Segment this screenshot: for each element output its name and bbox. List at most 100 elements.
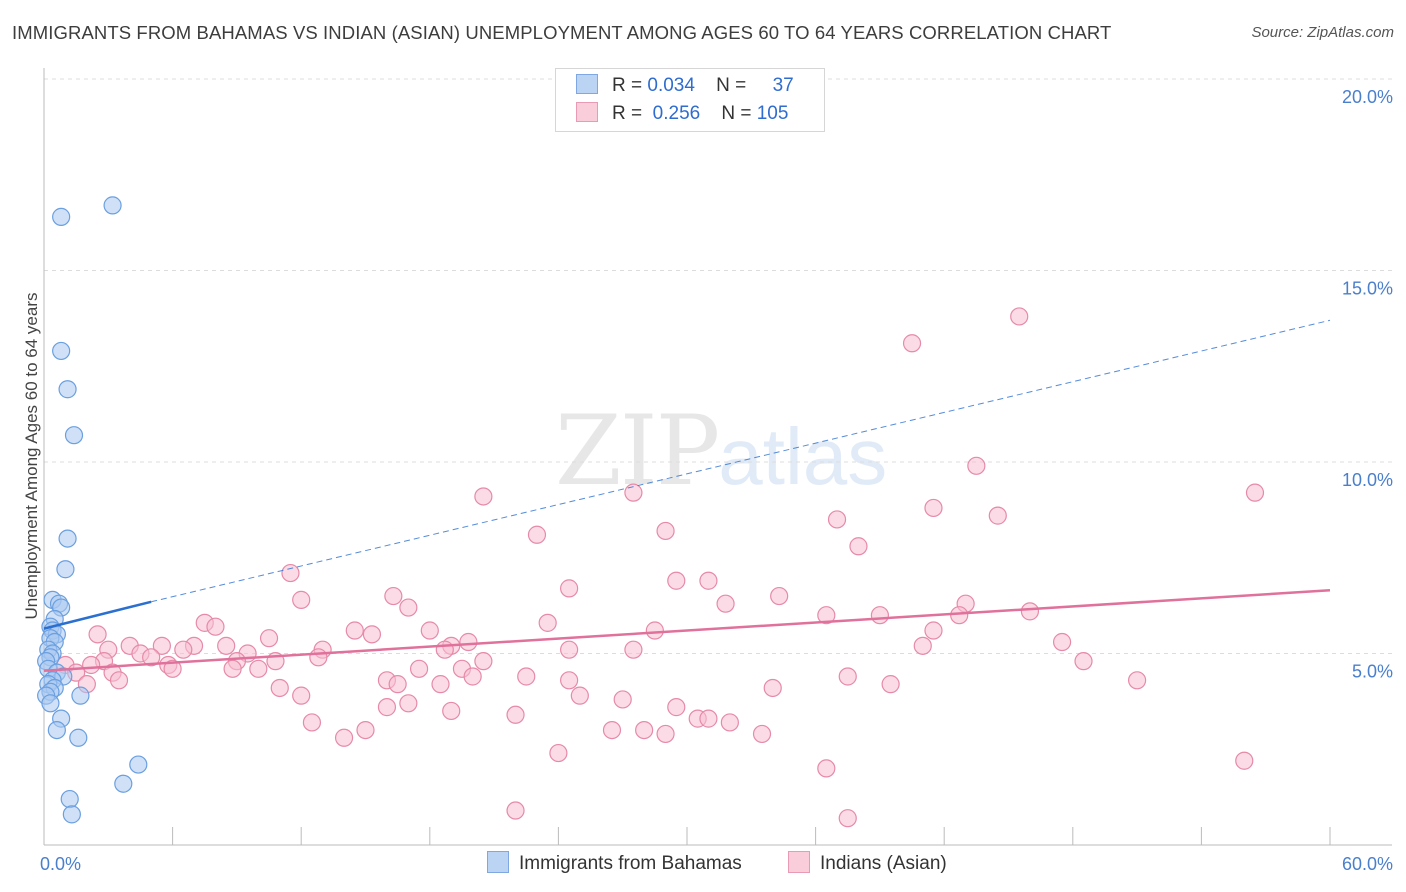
legend-n-label-1: N = (716, 75, 747, 96)
indians-point-17 (292, 590, 311, 609)
indians-point-5 (624, 483, 643, 502)
indians-point-97 (334, 728, 354, 747)
indians-point-12 (281, 563, 300, 583)
indians-point-84 (399, 694, 418, 713)
indians-point-58 (82, 655, 101, 675)
chart-title: IMMIGRANTS FROM BAHAMAS VS INDIAN (ASIAN… (12, 22, 1112, 43)
indians-point-29 (420, 621, 439, 640)
indians-point-67 (463, 667, 482, 686)
indians-point-62 (249, 659, 268, 678)
indians-point-83 (667, 698, 686, 717)
indians-point-80 (292, 686, 311, 705)
y-tick-label-0: 5.0% (1352, 662, 1393, 682)
indians-point-56 (1074, 652, 1093, 671)
indians-point-31 (88, 625, 107, 644)
indians-point-18 (770, 586, 789, 606)
indians-point-74 (270, 678, 289, 698)
legend-n-value-2: 105 (756, 103, 789, 124)
correlation-legend: R = 0.034 N = 37 R = 0.256 N = 105 (555, 68, 825, 132)
bahamas-point-6 (56, 560, 75, 579)
axis-layer (43, 68, 1392, 846)
indians-point-79 (1127, 671, 1147, 690)
indians-point-89 (699, 709, 718, 728)
trend-lines (43, 319, 1331, 672)
bahamas-point-36 (62, 805, 81, 824)
bahamas-point-0 (52, 207, 71, 226)
indians-point-69 (838, 667, 857, 686)
indians-point-11 (849, 537, 868, 556)
bahamas-point-2 (52, 341, 71, 361)
indians-point-73 (388, 675, 407, 694)
bottom-legend-label-bahamas: Immigrants from Bahamas (519, 853, 742, 874)
legend-r-value-1: 0.034 (647, 75, 695, 96)
indians-point-16 (384, 586, 403, 606)
indians-point-34 (1052, 632, 1072, 652)
indians-point-98 (549, 743, 568, 763)
y-axis-label: Unemployment Among Ages 60 to 64 years (22, 293, 41, 620)
indians-point-92 (356, 720, 375, 740)
indians-point-68 (517, 667, 536, 686)
bahamas-points (37, 196, 148, 824)
indians-point-0 (1010, 307, 1029, 326)
bahamas-point-34 (114, 774, 133, 793)
y-tick-label-1: 10.0% (1342, 470, 1393, 490)
indians-point-60 (163, 659, 182, 678)
grid-layer (44, 78, 1392, 654)
y-tick-label-2: 15.0% (1342, 279, 1393, 299)
indians-point-87 (506, 705, 525, 724)
y-tick-label-3: 20.0% (1342, 87, 1393, 107)
bahamas-trend-solid (43, 600, 152, 630)
indians-point-75 (560, 671, 579, 690)
indians-point-32 (362, 625, 382, 644)
indians-point-50 (309, 648, 328, 667)
indians-point-33 (259, 629, 279, 648)
indians-point-4 (474, 487, 493, 506)
indians-point-91 (302, 713, 322, 732)
legend-row-bahamas: R = 0.034 N = 37 (576, 74, 794, 100)
indians-point-9 (656, 521, 675, 541)
legend-swatch-blue (576, 74, 598, 94)
indians-point-2 (967, 456, 986, 475)
indians-point-55 (474, 652, 493, 671)
indians-point-77 (763, 678, 782, 698)
legend-row-indians: R = 0.256 N = 105 (576, 102, 788, 128)
indians-point-45 (435, 640, 454, 659)
indians-point-76 (431, 675, 450, 694)
indians-trend-line (43, 589, 1331, 672)
legend-r-value-2: 0.256 (652, 103, 701, 124)
bahamas-point-28 (71, 686, 90, 705)
bahamas-point-32 (69, 728, 88, 747)
indians-point-46 (560, 640, 579, 659)
indians-point-20 (716, 594, 735, 613)
bottom-legend-bahamas: Immigrants from Bahamas (487, 851, 742, 875)
indians-point-61 (223, 659, 242, 678)
indians-point-36 (152, 636, 171, 655)
indians-point-86 (442, 701, 461, 721)
x-tick-label-0: 0.0% (40, 854, 81, 874)
indians-point-99 (1235, 751, 1254, 770)
indians-point-8 (827, 510, 847, 529)
indians-point-41 (913, 636, 932, 655)
indians-point-43 (174, 640, 193, 659)
indians-point-6 (924, 498, 943, 518)
bahamas-point-4 (64, 426, 84, 445)
bottom-legend-swatch-pink (788, 851, 810, 873)
indians-point-101 (506, 801, 525, 820)
indians-point-93 (635, 720, 654, 740)
indians-point-94 (602, 720, 622, 740)
indians-point-81 (570, 686, 589, 705)
indians-point-24 (950, 606, 969, 625)
bahamas-point-1 (103, 196, 122, 215)
bottom-legend-swatch-blue (487, 851, 509, 873)
legend-r-label-2: R = (612, 103, 643, 124)
indians-point-22 (817, 606, 836, 625)
indians-point-95 (656, 724, 675, 744)
indians-point-104 (1020, 602, 1040, 621)
indians-point-1 (902, 334, 922, 353)
indians-point-15 (560, 579, 579, 598)
indians-point-19 (399, 598, 418, 617)
indians-point-25 (538, 613, 557, 632)
indians-point-10 (527, 525, 547, 544)
bottom-legend-label-indians: Indians (Asian) (820, 853, 947, 874)
